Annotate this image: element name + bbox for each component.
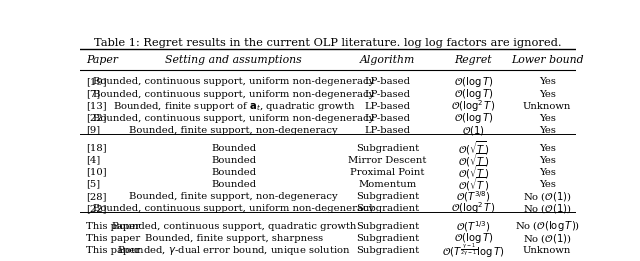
Text: Bounded, continuous support, uniform non-degeneracy: Bounded, continuous support, uniform non… [93,90,374,98]
Text: Subgradient: Subgradient [356,192,419,201]
Text: Bounded, finite support, non-degeneracy: Bounded, finite support, non-degeneracy [129,192,338,201]
Text: Momentum: Momentum [358,180,417,189]
Text: This paper: This paper [86,222,141,231]
Text: $\mathcal{O}(\log^2 T)$: $\mathcal{O}(\log^2 T)$ [451,98,495,114]
Text: Algorithm: Algorithm [360,55,415,65]
Text: $\mathcal{O}(\sqrt{T})$: $\mathcal{O}(\sqrt{T})$ [458,139,489,157]
Text: $\mathcal{O}(1)$: $\mathcal{O}(1)$ [462,124,484,137]
Text: $\mathcal{O}(\log T)$: $\mathcal{O}(\log T)$ [454,111,493,125]
Text: Proximal Point: Proximal Point [350,168,425,177]
Text: [4]: [4] [86,156,100,165]
Text: Subgradient: Subgradient [356,246,419,255]
Text: Unknown: Unknown [523,246,572,255]
Text: $\mathcal{O}(T^{\frac{\gamma-1}{2\gamma-1}} \log T)$: $\mathcal{O}(T^{\frac{\gamma-1}{2\gamma-… [442,241,504,260]
Text: [10]: [10] [86,168,107,177]
Text: $\mathcal{O}(\log^2 T)$: $\mathcal{O}(\log^2 T)$ [451,200,495,216]
Text: Bounded, finite support, sharpness: Bounded, finite support, sharpness [145,234,323,243]
Text: No ($\mathcal{O}(1)$): No ($\mathcal{O}(1)$) [523,232,572,245]
Text: Yes: Yes [539,90,556,98]
Text: Bounded, finite support, non-degeneracy: Bounded, finite support, non-degeneracy [129,126,338,135]
Text: This paper: This paper [86,246,141,255]
Text: Bounded: Bounded [211,144,257,152]
Text: $\mathcal{O}(T^{1/3})$: $\mathcal{O}(T^{1/3})$ [456,219,491,234]
Text: Subgradient: Subgradient [356,222,419,231]
Text: Subgradient: Subgradient [356,204,419,213]
Text: No ($\mathcal{O}(1)$): No ($\mathcal{O}(1)$) [523,202,572,215]
Text: Yes: Yes [539,168,556,177]
Text: Paper: Paper [86,55,118,65]
Text: Yes: Yes [539,180,556,189]
Text: Bounded: Bounded [211,180,257,189]
Text: Yes: Yes [539,126,556,135]
Text: No ($\mathcal{O}(\log T)$): No ($\mathcal{O}(\log T)$) [515,219,580,233]
Text: [19]: [19] [86,78,107,86]
Text: Bounded, $\gamma$-dual error bound, unique solution: Bounded, $\gamma$-dual error bound, uniq… [117,244,351,257]
Text: [28]: [28] [86,192,107,201]
Text: [22]: [22] [86,204,107,213]
Text: LP-based: LP-based [365,78,410,86]
Text: Yes: Yes [539,78,556,86]
Text: $\mathcal{O}(\sqrt{T})$: $\mathcal{O}(\sqrt{T})$ [458,151,489,169]
Text: [5]: [5] [86,180,100,189]
Text: LP-based: LP-based [365,126,410,135]
Text: No ($\mathcal{O}(1)$): No ($\mathcal{O}(1)$) [523,190,572,203]
Text: [18]: [18] [86,144,107,152]
Text: Subgradient: Subgradient [356,234,419,243]
Text: $\mathcal{O}(\log T)$: $\mathcal{O}(\log T)$ [454,87,493,101]
Text: Lower bound: Lower bound [511,55,584,65]
Text: $\mathcal{O}(\sqrt{T})$: $\mathcal{O}(\sqrt{T})$ [458,175,489,193]
Text: Bounded, finite support of $\mathbf{a}_t$, quadratic growth: Bounded, finite support of $\mathbf{a}_t… [113,100,355,112]
Text: Yes: Yes [539,144,556,152]
Text: LP-based: LP-based [365,114,410,123]
Text: LP-based: LP-based [365,90,410,98]
Text: Subgradient: Subgradient [356,144,419,152]
Text: Bounded: Bounded [211,156,257,165]
Text: Mirror Descent: Mirror Descent [348,156,427,165]
Text: $\mathcal{O}(\log T)$: $\mathcal{O}(\log T)$ [454,231,493,245]
Text: $\mathcal{O}(T^{3/8})$: $\mathcal{O}(T^{3/8})$ [456,189,490,204]
Text: Bounded: Bounded [211,168,257,177]
Text: Bounded, continuous support, uniform non-degeneracy: Bounded, continuous support, uniform non… [93,204,374,213]
Text: [22]: [22] [86,114,107,123]
Text: LP-based: LP-based [365,102,410,111]
Text: This paper: This paper [86,234,141,243]
Text: $\mathcal{O}(\sqrt{T})$: $\mathcal{O}(\sqrt{T})$ [458,163,489,181]
Text: Yes: Yes [539,156,556,165]
Text: $\mathcal{O}(\log T)$: $\mathcal{O}(\log T)$ [454,75,493,89]
Text: Regret: Regret [454,55,492,65]
Text: Bounded, continuous support, uniform non-degeneracy: Bounded, continuous support, uniform non… [93,78,374,86]
Text: Bounded, continuous support, uniform non-degeneracy: Bounded, continuous support, uniform non… [93,114,374,123]
Text: Bounded, continuous support, quadratic growth: Bounded, continuous support, quadratic g… [111,222,356,231]
Text: [13]: [13] [86,102,107,111]
Text: Yes: Yes [539,114,556,123]
Text: [9]: [9] [86,126,100,135]
Text: Table 1: Regret results in the current OLP literature. log log factors are ignor: Table 1: Regret results in the current O… [94,38,562,48]
Text: Setting and assumptions: Setting and assumptions [165,55,302,65]
Text: [7]: [7] [86,90,100,98]
Text: Unknown: Unknown [523,102,572,111]
